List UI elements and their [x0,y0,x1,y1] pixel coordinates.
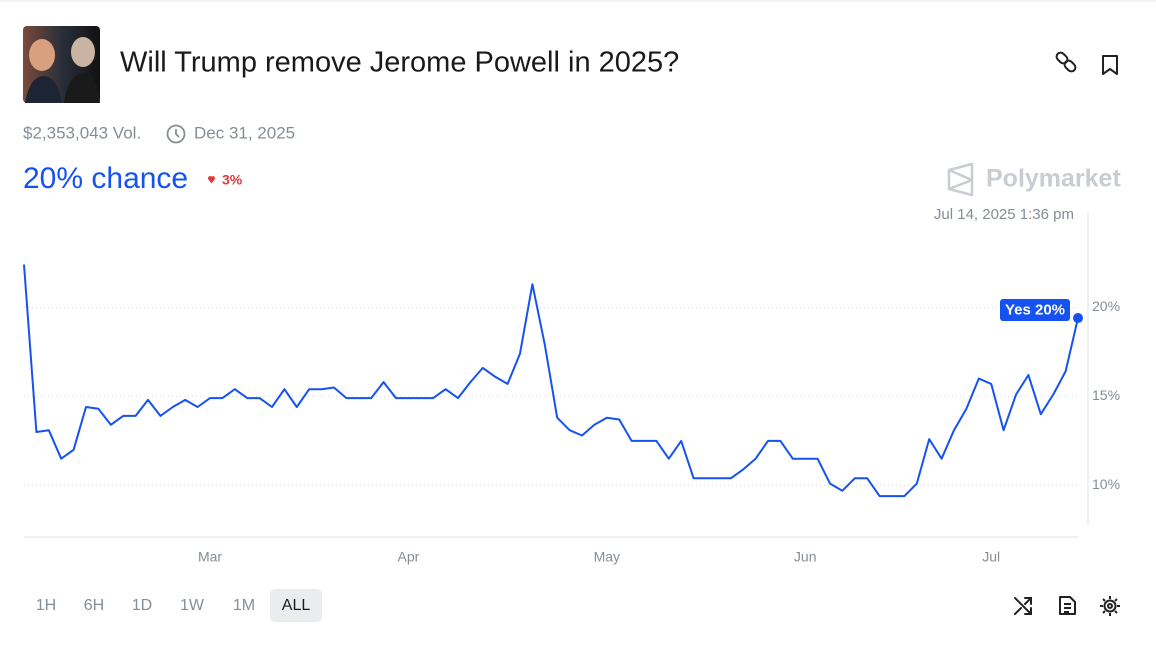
time-range-button[interactable]: 1M [233,597,255,614]
chance: 20% chance [23,162,188,195]
time-range-label: 6H [84,597,104,614]
active-range-bg [270,589,322,622]
time-range-label: 1H [36,597,56,614]
current-point [1073,313,1083,324]
down-arrow [208,176,215,184]
copy-link-button[interactable] [1055,51,1077,73]
time-range-button[interactable]: 1H [36,597,56,614]
time-range-button[interactable]: 6H [84,597,104,614]
shuffle-button[interactable] [1014,597,1032,615]
time-range-button[interactable]: 1D [132,597,152,614]
settings-button[interactable] [1100,596,1120,616]
brand-name: Polymarket [986,165,1121,193]
time-range-selector: 1H 6H 1D 1W 1M ALL [36,589,322,622]
clock-icon [166,124,186,144]
market-title: Will Trump remove Jerome Powell in 2025? [120,47,679,79]
time-range-label: ALL [282,597,311,614]
chance-change: 3% [222,172,243,188]
price-line [23,264,1079,498]
time-range-label: 1M [233,597,255,614]
time-range-button[interactable]: 1W [180,597,205,614]
x-tick-label: May [594,549,620,565]
y-tick-label: 15% [1092,387,1120,403]
annotation-badge [1000,299,1070,322]
rules-button[interactable] [1059,596,1076,615]
x-tick-label: Jul [982,549,1000,565]
market-image [23,26,100,103]
bookmark-button[interactable] [1102,55,1118,75]
price-chart: 10% 15% 20% Mar Apr May Jun Jul Yes 20% [23,264,1120,565]
time-range-button[interactable]: ALL [270,589,322,622]
brand-logo [947,162,974,197]
y-tick-label: 20% [1092,298,1120,314]
end-date: Dec 31, 2025 [194,123,295,142]
time-range-label: 1D [132,597,152,614]
x-tick-label: Mar [198,549,222,565]
annotation: Yes 20% [1005,302,1065,319]
x-tick-label: Jun [794,549,817,565]
x-tick-label: Apr [398,549,420,565]
y-tick-label: 10% [1092,476,1120,492]
hover-date: Jul 14, 2025 1:36 pm [934,206,1074,223]
volume: $2,353,043 Vol. [23,123,141,142]
time-range-label: 1W [180,597,205,614]
